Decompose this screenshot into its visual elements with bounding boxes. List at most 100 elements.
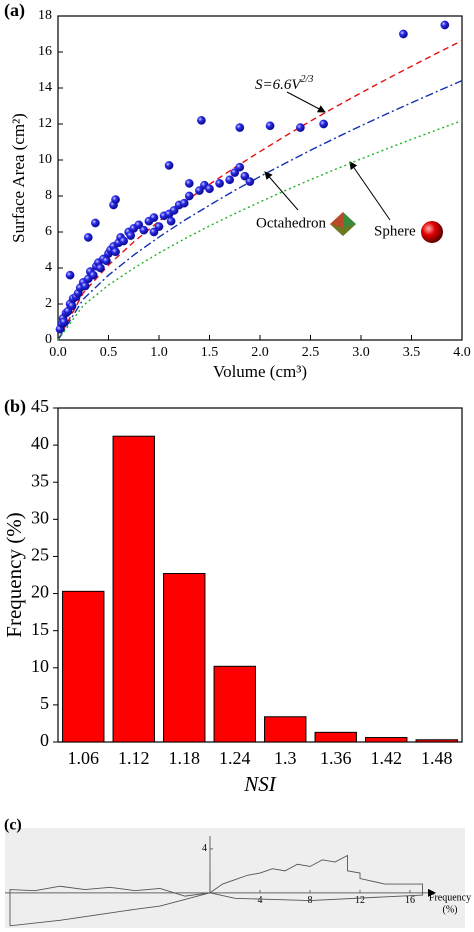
data-point <box>102 256 111 266</box>
y-axis-label: Frequency (%) <box>2 512 26 637</box>
bar <box>415 739 458 743</box>
data-point <box>149 213 159 222</box>
data-point <box>197 116 206 125</box>
data-point <box>164 161 174 170</box>
equation-text: S=6.6V <box>255 77 302 93</box>
y-tick-label: 10 <box>38 152 52 167</box>
data-point <box>169 206 179 215</box>
x-tick-label: 1.24 <box>219 748 251 768</box>
x-axis-label: NSI <box>243 772 277 796</box>
data-point <box>399 29 408 39</box>
y-tick-label: 15 <box>31 619 49 639</box>
y-tick-label: 45 <box>31 396 49 416</box>
x-tick-label: 1.42 <box>371 748 403 768</box>
data-point <box>149 227 159 237</box>
data-point <box>240 171 250 181</box>
annotation: Sphere <box>374 223 416 239</box>
x-tick-label: 4 <box>258 895 263 906</box>
data-point <box>166 216 176 226</box>
y-tick-label: 12 <box>38 116 52 131</box>
bar <box>213 665 256 743</box>
data-point <box>265 121 275 131</box>
x-tick-label: 1.36 <box>320 748 352 768</box>
data-point <box>134 220 144 230</box>
y-tick-label: 4 <box>202 843 207 854</box>
fit-curve <box>57 40 463 341</box>
data-point <box>59 317 69 327</box>
y-tick-label: 40 <box>31 433 49 453</box>
data-point <box>80 281 90 291</box>
y-tick-label: 16 <box>38 44 52 59</box>
octahedron-icon <box>330 212 356 236</box>
data-point <box>184 191 194 201</box>
x-tick-label: 1.12 <box>118 748 150 768</box>
y-tick-label: 14 <box>38 80 52 95</box>
sphere-icon <box>421 221 443 243</box>
rose-line <box>9 854 423 927</box>
bar <box>112 435 155 743</box>
x-tick-label: 4.0 <box>453 345 471 360</box>
x-tick-label: 1.48 <box>421 748 453 768</box>
y-tick-label: 20 <box>31 582 49 602</box>
y-tick-label: 30 <box>31 507 49 527</box>
data-point <box>119 236 129 246</box>
data-point <box>205 184 214 194</box>
data-point <box>154 222 164 231</box>
x-tick-label: 12 <box>355 895 365 906</box>
plot-frame <box>57 407 463 743</box>
x-axis-label: Frequency <box>429 892 471 903</box>
bar <box>314 731 357 743</box>
data-point <box>225 175 235 185</box>
y-tick-label: 4 <box>45 260 52 275</box>
x-tick-label: 0.5 <box>100 345 118 360</box>
y-tick-label: 0 <box>45 332 52 347</box>
x-tick-label: 1.3 <box>274 748 297 768</box>
data-point <box>245 177 255 186</box>
y-tick-label: 35 <box>31 470 49 490</box>
y-tick-label: 6 <box>45 224 52 239</box>
x-tick-label: 1.5 <box>201 345 219 360</box>
panel-label: (a) <box>4 0 25 21</box>
data-point <box>215 179 224 188</box>
y-tick-label: 0 <box>40 730 49 750</box>
data-point <box>230 168 240 177</box>
y-tick-label: 10 <box>31 656 49 676</box>
x-tick-label: 16 <box>405 895 415 906</box>
arrow <box>264 171 299 211</box>
data-point <box>96 263 105 273</box>
data-point <box>111 247 120 257</box>
data-point <box>179 198 189 208</box>
x-tick-label: 1.18 <box>169 748 201 768</box>
data-point <box>184 179 194 188</box>
y-tick-label: 2 <box>45 296 52 311</box>
fit-curve <box>57 79 463 341</box>
panel-c-background <box>5 828 465 928</box>
x-axis-label: (%) <box>443 904 458 915</box>
arrow <box>349 161 391 221</box>
y-axis-label: Surface Area (cm²) <box>9 113 28 243</box>
y-tick-label: 18 <box>38 8 52 23</box>
bar <box>163 573 206 743</box>
bar <box>264 716 307 743</box>
equation-exponent: 2/3 <box>301 74 314 85</box>
x-tick-label: 2.0 <box>251 345 269 360</box>
panel-label: (c) <box>4 817 22 834</box>
x-tick-label: 3.0 <box>352 345 370 360</box>
data-point <box>296 123 305 132</box>
data-point <box>83 233 93 242</box>
bar <box>365 737 408 743</box>
y-tick-label: 5 <box>40 693 49 713</box>
data-point <box>195 186 204 195</box>
x-tick-label: 0.0 <box>49 345 67 360</box>
x-axis-label: Volume (cm³) <box>213 362 307 381</box>
x-tick-label: 1.06 <box>68 748 100 768</box>
y-tick-label: 25 <box>31 545 49 565</box>
data-point <box>235 162 245 172</box>
arrow <box>286 91 326 113</box>
fit-curve <box>57 119 463 341</box>
x-tick-label: 2.5 <box>302 345 320 360</box>
data-point <box>319 119 328 129</box>
data-point <box>440 20 450 30</box>
data-point <box>139 225 149 235</box>
